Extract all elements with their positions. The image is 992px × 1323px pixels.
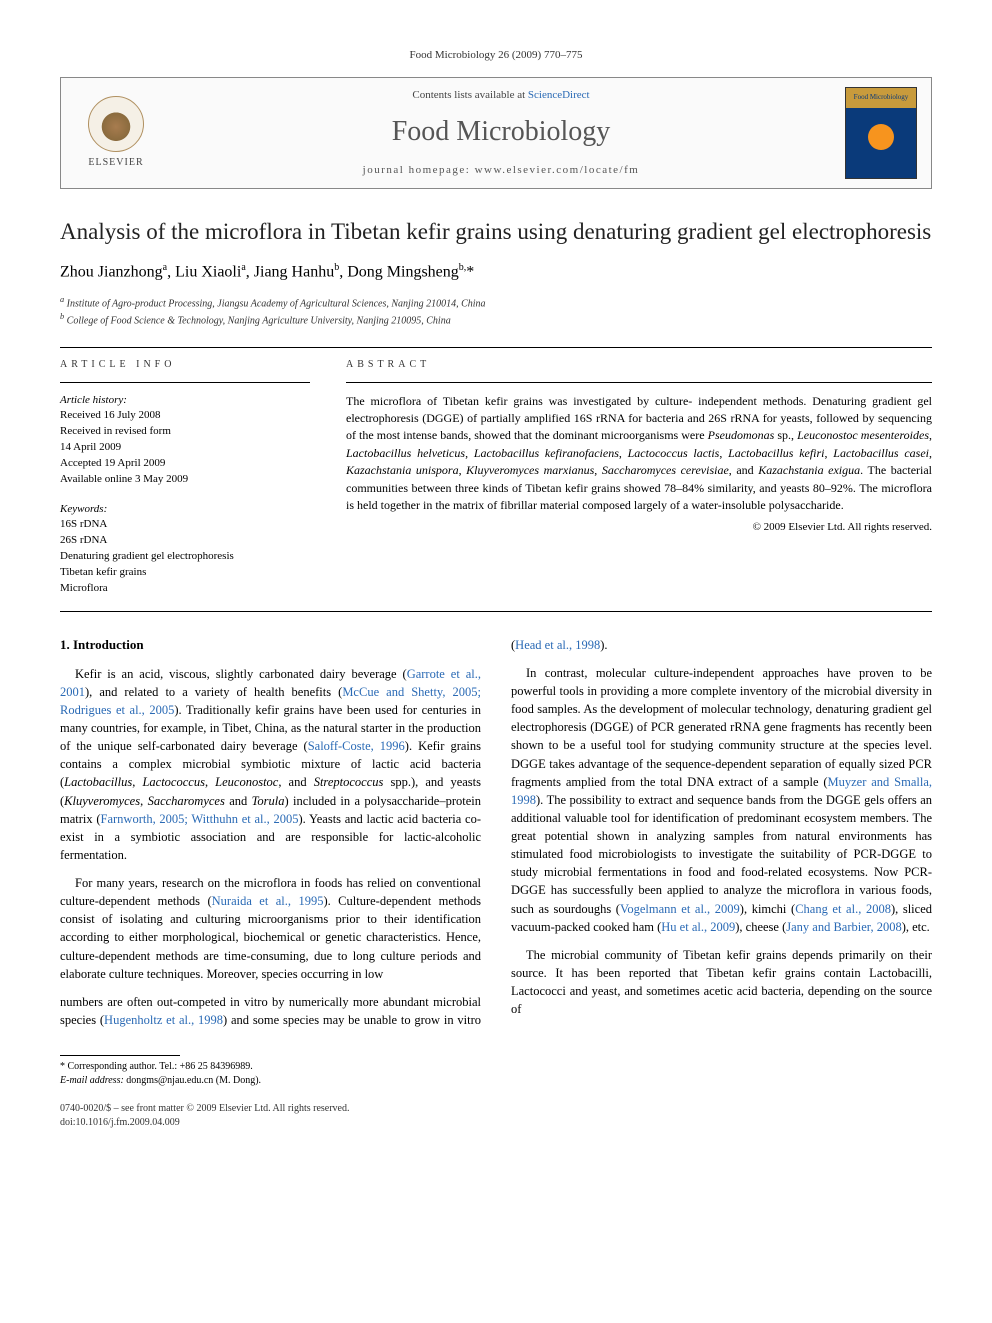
- sciencedirect-link[interactable]: ScienceDirect: [528, 89, 590, 101]
- body-paragraph: For many years, research on the microflo…: [60, 874, 481, 983]
- bottom-meta: 0740-0020/$ – see front matter © 2009 El…: [60, 1102, 932, 1130]
- publisher-logo-cell: ELSEVIER: [61, 78, 171, 188]
- article-body: 1. Introduction Kefir is an acid, viscou…: [60, 636, 932, 1029]
- keywords-label: Keywords:: [60, 502, 310, 517]
- article-info-label: ARTICLE INFO: [60, 358, 310, 372]
- doi-line: doi:10.1016/j.fm.2009.04.009: [60, 1116, 932, 1130]
- journal-cover-thumb: Food Microbiology: [845, 87, 917, 179]
- article-title: Analysis of the microflora in Tibetan ke…: [60, 217, 932, 247]
- journal-header-center: Contents lists available at ScienceDirec…: [171, 78, 831, 188]
- elsevier-logo: ELSEVIER: [88, 96, 144, 170]
- journal-name: Food Microbiology: [392, 112, 611, 151]
- info-rule: [60, 382, 310, 383]
- corresponding-author-note: * Corresponding author. Tel.: +86 25 843…: [60, 1060, 479, 1074]
- abstract-column: ABSTRACT The microflora of Tibetan kefir…: [346, 358, 932, 597]
- affiliations: a Institute of Agro-product Processing, …: [60, 294, 932, 329]
- publisher-name: ELSEVIER: [88, 156, 143, 170]
- divider-below-abstract: [60, 611, 932, 612]
- divider-top: [60, 347, 932, 348]
- body-paragraph: In contrast, molecular culture-independe…: [511, 664, 932, 936]
- corresponding-email: E-mail address: dongms@njau.edu.cn (M. D…: [60, 1074, 479, 1088]
- abstract-copyright: © 2009 Elsevier Ltd. All rights reserved…: [346, 520, 932, 535]
- journal-header-box: ELSEVIER Contents lists available at Sci…: [60, 77, 932, 189]
- cover-top-banner: Food Microbiology: [846, 88, 916, 108]
- contents-prefix: Contents lists available at: [412, 89, 527, 101]
- abstract-rule: [346, 382, 932, 383]
- author-list: Zhou Jianzhonga, Liu Xiaolia, Jiang Hanh…: [60, 261, 932, 284]
- journal-cover-cell: Food Microbiology: [831, 78, 931, 188]
- abstract-label: ABSTRACT: [346, 358, 932, 372]
- history-lines: Received 16 July 2008Received in revised…: [60, 408, 310, 488]
- footnote-block: * Corresponding author. Tel.: +86 25 843…: [60, 1055, 479, 1088]
- keywords-list: 16S rDNA26S rDNADenaturing gradient gel …: [60, 517, 310, 597]
- elsevier-tree-icon: [88, 96, 144, 152]
- running-head: Food Microbiology 26 (2009) 770–775: [60, 48, 932, 63]
- issn-line: 0740-0020/$ – see front matter © 2009 El…: [60, 1102, 932, 1116]
- abstract-text: The microflora of Tibetan kefir grains w…: [346, 393, 932, 515]
- article-info-column: ARTICLE INFO Article history: Received 1…: [60, 358, 310, 597]
- history-label: Article history:: [60, 393, 310, 408]
- contents-available-line: Contents lists available at ScienceDirec…: [412, 88, 589, 103]
- body-paragraph: The microbial community of Tibetan kefir…: [511, 946, 932, 1019]
- section-heading-introduction: 1. Introduction: [60, 636, 481, 655]
- body-paragraph: Kefir is an acid, viscous, slightly carb…: [60, 665, 481, 864]
- footnote-rule: [60, 1055, 180, 1056]
- cover-dot-icon: [868, 124, 894, 150]
- email-value: dongms@njau.edu.cn (M. Dong).: [126, 1075, 261, 1086]
- journal-homepage-line: journal homepage: www.elsevier.com/locat…: [363, 163, 640, 178]
- email-label: E-mail address:: [60, 1075, 124, 1086]
